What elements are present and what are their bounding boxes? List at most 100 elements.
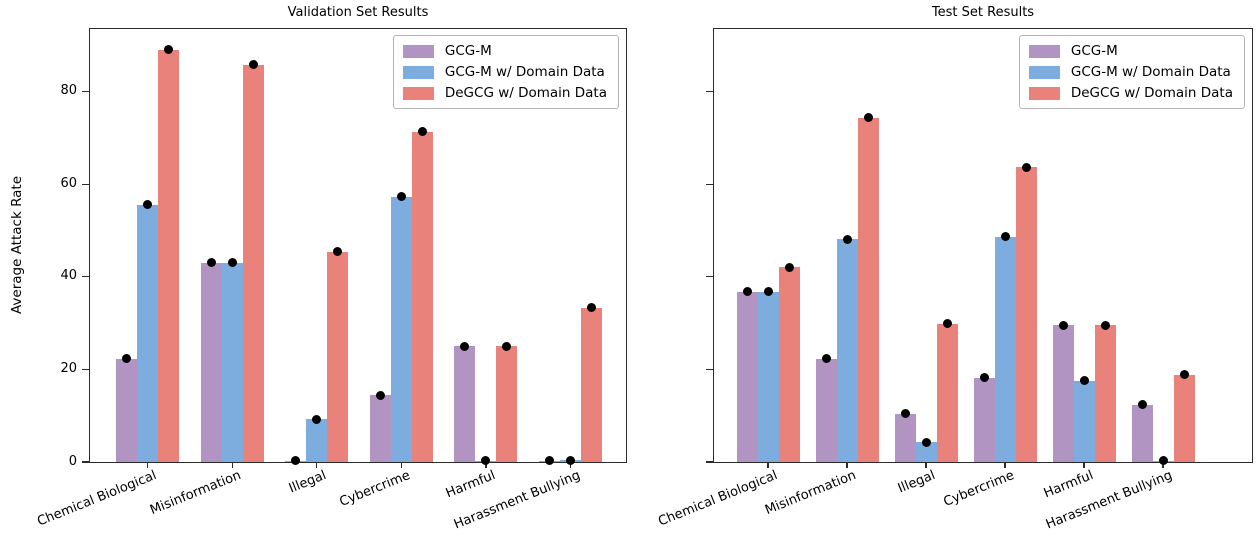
x-tick-label: Chemical Biological — [35, 468, 160, 530]
legend-label: DeGCG w/ Domain Data — [1070, 85, 1233, 101]
y-tick-mark — [706, 90, 713, 93]
marker-dot — [545, 456, 554, 466]
y-tick-label: 20 — [60, 360, 77, 376]
marker-dot — [291, 456, 301, 466]
bar-gcg-m-w-domain-data — [836, 239, 858, 462]
x-tick-mark — [316, 462, 318, 468]
x-tick-mark — [400, 462, 402, 468]
legend-label: GCG-M w/ Domain Data — [1070, 64, 1231, 80]
bar-gcg-m-w-domain-data — [757, 291, 779, 462]
marker-dot — [227, 258, 237, 268]
marker-dot — [863, 113, 873, 123]
x-tick-label: Cybercrime — [941, 468, 1017, 510]
bar-degcg-w-domain-data — [327, 251, 349, 462]
marker-dot — [784, 262, 794, 272]
marker-dot — [396, 192, 406, 202]
legend-entry: GCG-M w/ Domain Data — [402, 64, 607, 80]
marker-dot — [460, 341, 470, 351]
marker-dot — [587, 303, 596, 313]
x-tick-mark — [1083, 462, 1085, 468]
bar-degcg-w-domain-data — [496, 346, 518, 462]
marker-dot — [1058, 320, 1068, 330]
marker-dot — [143, 200, 152, 210]
marker-dot — [333, 247, 343, 257]
marker-dot — [1100, 320, 1110, 330]
x-tick-label: Harmful — [1041, 468, 1096, 502]
marker-dot — [502, 341, 512, 351]
y-axis-label: Average Attack Rate — [9, 175, 25, 315]
bar-degcg-w-domain-data — [242, 64, 264, 462]
marker-dot — [417, 127, 427, 137]
x-tick-mark — [846, 462, 848, 468]
legend-label: GCG-M — [1070, 43, 1118, 59]
marker-dot — [1158, 456, 1168, 466]
marker-dot — [821, 354, 831, 364]
bar-degcg-w-domain-data — [857, 117, 879, 462]
marker-dot — [122, 354, 131, 364]
legend-swatch — [1028, 44, 1060, 58]
bar-gcg-m — [894, 413, 916, 462]
plot-area-validation: 0 20 40 60 80 Chemical Biological Misinformati… — [36, 28, 627, 532]
bar-degcg-w-domain-data — [1015, 167, 1037, 462]
plot-area-test: Chemical Biological Misinformation Illegal… — [656, 28, 1253, 532]
bar-gcg-m — [973, 377, 995, 462]
bar-gcg-m-w-domain-data — [915, 442, 937, 462]
y-tick-label: 80 — [60, 83, 77, 99]
marker-dot — [1021, 162, 1031, 172]
chart-title-test: Test Set Results — [931, 5, 1035, 20]
bar-degcg-w-domain-data — [778, 267, 800, 462]
x-tick-label: Illegal — [286, 468, 329, 497]
x-tick-label: Misinformation — [763, 468, 859, 519]
bar-gcg-m-w-domain-data — [306, 419, 328, 462]
marker-dot — [248, 60, 258, 70]
bar-degcg-w-domain-data — [1094, 325, 1116, 462]
bar-gcg-m — [200, 262, 222, 462]
x-tick-label: Harmful — [443, 468, 498, 502]
marker-dot — [921, 437, 931, 447]
legend-swatch — [402, 65, 434, 79]
marker-dot — [164, 45, 173, 55]
chart-title-validation: Validation Set Results — [287, 5, 429, 20]
y-tick-mark — [706, 276, 713, 278]
x-tick-mark — [231, 462, 233, 468]
x-tick-mark — [1004, 462, 1006, 468]
bar-gcg-m-w-domain-data — [137, 204, 158, 462]
y-tick-mark — [706, 461, 713, 463]
bar-gcg-m-w-domain-data — [1073, 380, 1095, 462]
marker-dot — [375, 390, 385, 400]
legend-entry: GCG-M w/ Domain Data — [1028, 64, 1233, 80]
x-tick-mark — [485, 462, 487, 468]
legend-swatch — [1028, 86, 1060, 100]
bar-gcg-m — [1131, 404, 1153, 462]
marker-dot — [481, 456, 491, 466]
legend: GCG-M GCG-M w/ Domain Data DeGCG w/ Domain… — [1018, 35, 1245, 109]
legend-entry: GCG-M — [402, 43, 607, 59]
legend-swatch — [402, 44, 434, 58]
x-tick-mark — [569, 462, 572, 468]
marker-dot — [979, 373, 989, 383]
legend-swatch — [402, 86, 434, 100]
y-tick-mark — [82, 183, 89, 185]
y-tick-label: 0 — [68, 453, 77, 469]
legend-label: DeGCG w/ Domain Data — [444, 85, 607, 101]
bar-gcg-m — [116, 358, 137, 462]
x-tick-label: Illegal — [895, 468, 938, 497]
bar-gcg-m — [369, 395, 391, 462]
y-tick-mark — [82, 90, 89, 93]
legend-entry: GCG-M — [1028, 43, 1233, 59]
legend-label: GCG-M — [444, 43, 492, 59]
x-tick-label: Chemical Biological — [656, 468, 780, 530]
marker-dot — [206, 258, 216, 268]
y-tick-mark — [82, 276, 89, 278]
bar-gcg-m-w-domain-data — [994, 236, 1016, 462]
bar-gcg-m — [815, 358, 837, 462]
y-tick-mark — [82, 461, 89, 463]
bar-gcg-m — [454, 346, 476, 462]
marker-dot — [900, 409, 910, 419]
y-tick-label: 60 — [60, 175, 77, 191]
bar-gcg-m-w-domain-data — [221, 262, 243, 462]
x-tick-label: Cybercrime — [337, 468, 413, 510]
marker-dot — [1137, 400, 1147, 410]
bar-degcg-w-domain-data — [411, 131, 433, 462]
